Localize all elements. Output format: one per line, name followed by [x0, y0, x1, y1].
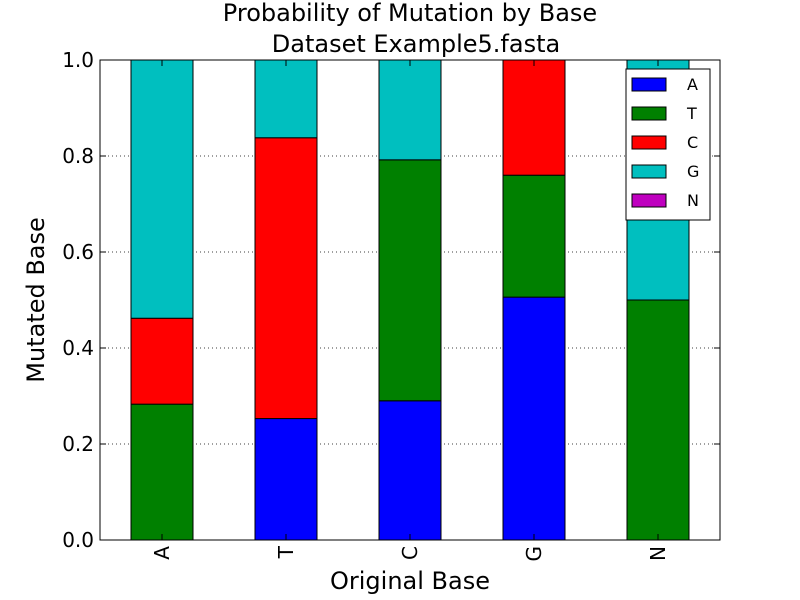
bar-segment-g-t [502, 174, 566, 298]
bar-segment-t-a [254, 418, 318, 541]
bar-segment-a-c [130, 317, 194, 405]
bar-segment-n-t [626, 299, 690, 541]
legend-swatch-a [631, 77, 667, 92]
chart-subtitle: Dataset Example5.fasta [272, 30, 560, 58]
y-tick-label: 0.4 [62, 336, 94, 360]
bar-segment-g-a [502, 296, 566, 541]
legend-swatch-t [631, 106, 667, 121]
y-tick-label: 0.2 [62, 432, 94, 456]
x-tick-label: T [274, 545, 298, 559]
y-axis: 0.0 0.2 0.4 0.6 0.8 1.0 [62, 48, 720, 552]
bar-segment-c-g [378, 59, 442, 161]
legend-label-t: T [686, 104, 697, 123]
legend-label-a: A [687, 75, 698, 94]
bar-segment-a-t [130, 403, 194, 541]
bar-segment-t-g [254, 59, 318, 139]
y-tick-label: 0.6 [62, 240, 94, 264]
y-tick-label: 0.8 [62, 144, 94, 168]
y-tick-label: 1.0 [62, 48, 94, 72]
legend-swatch-n [631, 193, 667, 208]
y-axis-label: Mutated Base [22, 217, 50, 383]
x-axis-label: Original Base [330, 567, 490, 595]
y-tick-label: 0.0 [62, 528, 94, 552]
legend-label-c: C [687, 133, 698, 152]
bar-segment-a-g [130, 59, 194, 319]
x-tick-label: G [522, 546, 546, 562]
bar-segment-g-c [502, 59, 566, 176]
x-tick-label: A [150, 546, 174, 560]
x-tick-label: C [398, 546, 422, 560]
x-tick-label: N [646, 546, 670, 561]
legend-label-g: G [687, 162, 699, 181]
legend-label-n: N [687, 191, 699, 210]
bar-segment-t-c [254, 137, 318, 420]
chart-title: Probability of Mutation by Base [223, 0, 597, 27]
legend-swatch-g [631, 164, 667, 179]
bars [130, 59, 690, 541]
legend-swatch-c [631, 135, 667, 150]
bar-segment-c-t [378, 159, 442, 402]
bar-segment-c-a [378, 400, 442, 541]
